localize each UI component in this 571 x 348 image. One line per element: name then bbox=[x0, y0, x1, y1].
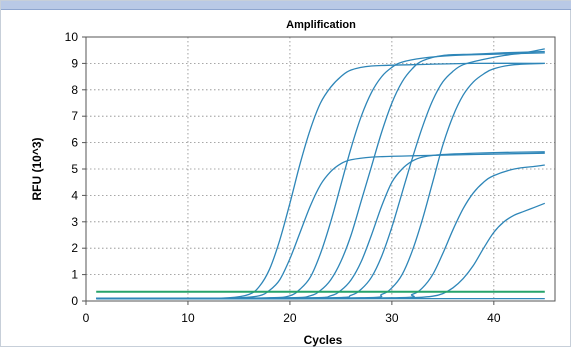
x-tick-label: 10 bbox=[181, 311, 195, 325]
plot-area bbox=[86, 37, 555, 301]
y-tick-label: 0 bbox=[71, 294, 78, 308]
x-axis-label: Cycles bbox=[304, 333, 343, 347]
y-tick-label: 7 bbox=[71, 109, 78, 123]
x-tick-label: 20 bbox=[283, 311, 297, 325]
y-axis-label: RFU (10^3) bbox=[30, 137, 44, 200]
y-tick-label: 2 bbox=[71, 241, 78, 255]
y-tick-label: 5 bbox=[71, 162, 78, 176]
y-tick-label: 10 bbox=[65, 30, 79, 44]
y-tick-label: 9 bbox=[71, 56, 78, 70]
x-tick-label: 40 bbox=[487, 311, 501, 325]
y-tick-label: 4 bbox=[71, 188, 78, 202]
y-tick-label: 1 bbox=[71, 268, 78, 282]
y-tick-label: 8 bbox=[71, 83, 78, 97]
x-tick-label: 30 bbox=[385, 311, 399, 325]
chart-title: Amplification bbox=[286, 19, 356, 31]
y-tick-label: 3 bbox=[71, 215, 78, 229]
x-tick-label: 0 bbox=[83, 311, 90, 325]
y-tick-label: 6 bbox=[71, 136, 78, 150]
